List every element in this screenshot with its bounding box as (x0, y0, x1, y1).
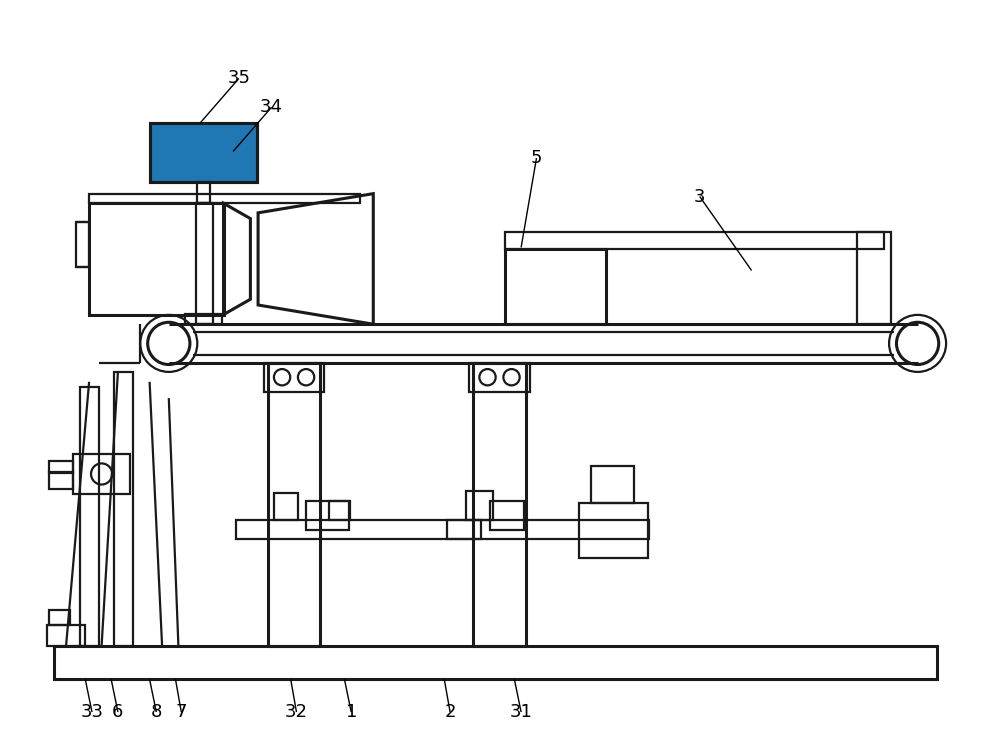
Text: 31: 31 (510, 703, 533, 721)
Bar (264, 363, 324, 391)
Bar (185, 314, 222, 324)
Bar (329, 501, 350, 520)
Bar (76, 222, 89, 267)
Bar (591, 466, 634, 503)
Bar (80, 387, 99, 645)
Text: 35: 35 (227, 69, 250, 87)
Bar (579, 503, 648, 559)
Text: 7: 7 (176, 703, 187, 721)
Bar (89, 204, 224, 314)
Bar (73, 454, 130, 494)
Bar (490, 501, 524, 529)
Bar (473, 363, 526, 645)
Bar (150, 123, 257, 182)
Bar (89, 194, 360, 204)
Bar (857, 231, 891, 324)
Bar (466, 492, 493, 520)
Bar (469, 363, 530, 391)
Bar (54, 645, 937, 679)
Text: 3: 3 (694, 188, 705, 206)
Bar (150, 123, 257, 182)
Text: 5: 5 (531, 149, 542, 167)
Text: 1: 1 (346, 703, 357, 721)
Bar (505, 249, 606, 324)
Bar (49, 472, 73, 489)
Bar (306, 501, 349, 529)
Bar (114, 372, 133, 645)
Bar (505, 231, 884, 249)
Bar (49, 461, 73, 473)
Bar (196, 204, 213, 324)
Bar (197, 182, 210, 204)
Bar (274, 493, 298, 520)
Text: 2: 2 (444, 703, 456, 721)
Bar (49, 610, 70, 624)
Text: 34: 34 (260, 98, 283, 116)
Bar (150, 123, 257, 182)
Text: 33: 33 (80, 703, 104, 721)
Text: 6: 6 (112, 703, 124, 721)
Text: 8: 8 (151, 703, 162, 721)
Text: 32: 32 (285, 703, 308, 721)
Bar (447, 520, 649, 539)
Bar (47, 624, 85, 645)
Bar (236, 520, 481, 539)
Bar (268, 363, 320, 645)
